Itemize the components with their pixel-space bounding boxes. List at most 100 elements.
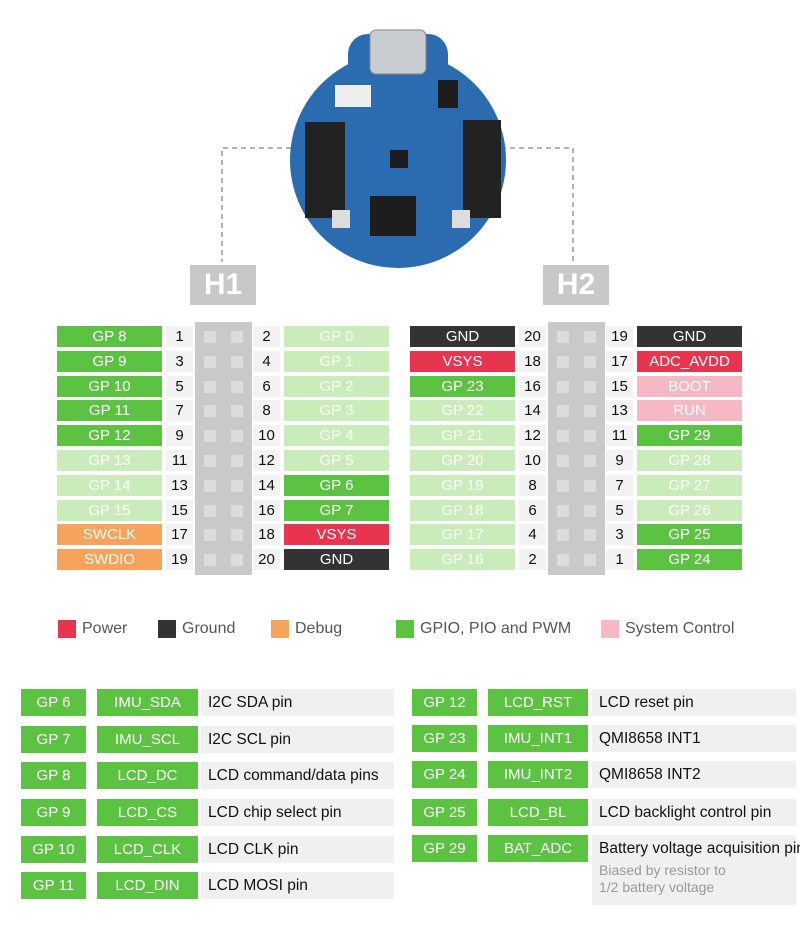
- pin-socket: [584, 504, 596, 517]
- pin-label: GP 1: [284, 350, 389, 372]
- pin-label: GND: [410, 326, 515, 347]
- gpio-tag: GP 9: [21, 799, 86, 826]
- pin-socket: [204, 529, 216, 542]
- pin-number: 6: [519, 499, 546, 521]
- connector-lines: [221, 147, 574, 262]
- pin-number: 5: [166, 375, 193, 397]
- pin-label: GND: [284, 549, 389, 571]
- function-tag: LCD_CLK: [97, 836, 198, 863]
- pin-number: 1: [606, 549, 633, 571]
- pin-number: 15: [606, 375, 633, 397]
- pin-label: SWCLK: [57, 524, 162, 546]
- pin-label: GP 3: [284, 400, 389, 422]
- component: [390, 150, 408, 168]
- pin-socket: [584, 331, 596, 343]
- run-button: [452, 210, 470, 228]
- pin-socket: [231, 455, 243, 467]
- pin-label: VSYS: [284, 524, 389, 546]
- pin-socket: [204, 380, 216, 393]
- pin-socket: [584, 430, 596, 443]
- pin-number: 7: [166, 400, 193, 422]
- description: LCD backlight control pin: [592, 799, 796, 826]
- pin-number: 20: [253, 549, 280, 571]
- pin-socket: [584, 380, 596, 393]
- gpio-tag: GP 7: [21, 726, 86, 753]
- pin-socket: [231, 331, 243, 343]
- header-h2: [463, 120, 501, 218]
- boot-button: [332, 210, 350, 228]
- legend-label: System Control: [625, 620, 735, 637]
- legend-swatch: [396, 620, 414, 638]
- pin-number: 16: [253, 499, 280, 521]
- pin-socket: [204, 331, 216, 343]
- component: [438, 80, 458, 108]
- pin-label: GP 5: [284, 450, 389, 471]
- pin-number: 4: [253, 350, 280, 372]
- legend-label: Power: [82, 620, 128, 637]
- pin-number: 6: [253, 375, 280, 397]
- usb-connector: [369, 29, 427, 75]
- description-text: LCD CLK pin: [208, 840, 299, 858]
- pin-number: 18: [519, 350, 546, 372]
- description-text: QMI8658 INT2: [599, 765, 701, 783]
- description: LCD MOSI pin: [201, 872, 394, 899]
- pin-label: GP 28: [637, 450, 742, 471]
- pin-socket: [584, 554, 596, 567]
- pin-number: 13: [606, 400, 633, 422]
- pin-number: 2: [519, 549, 546, 571]
- legend-swatch: [271, 620, 289, 638]
- function-tag: BAT_ADC: [488, 835, 588, 862]
- pin-socket: [204, 430, 216, 443]
- pin-number: 2: [253, 326, 280, 347]
- pin-number: 8: [519, 474, 546, 496]
- pin-label: GP 8: [57, 326, 162, 347]
- legend-label: Debug: [295, 620, 343, 637]
- legend-label: Ground: [182, 620, 236, 637]
- pin-socket: [231, 430, 243, 443]
- pin-label: GP 10: [57, 375, 162, 397]
- pin-socket: [584, 355, 596, 368]
- header-h1: [305, 122, 345, 218]
- pin-number: 10: [253, 425, 280, 447]
- description-text: LCD command/data pins: [208, 766, 379, 784]
- pin-number: 11: [166, 450, 193, 471]
- pin-label: GP 12: [57, 425, 162, 447]
- pin-socket: [557, 380, 569, 393]
- pin-socket: [231, 380, 243, 393]
- pin-number: 10: [519, 450, 546, 471]
- pin-number: 14: [253, 474, 280, 496]
- description-text: I2C SCL pin: [208, 730, 291, 748]
- function-tag: LCD_RST: [488, 689, 588, 716]
- function-tag: IMU_SCL: [97, 726, 198, 753]
- pin-number: 9: [166, 425, 193, 447]
- pin-label: GP 18: [410, 499, 515, 521]
- pin-socket: [231, 504, 243, 517]
- legend-swatch: [58, 620, 76, 638]
- function-tag: LCD_DC: [97, 762, 198, 789]
- pin-socket: [231, 479, 243, 492]
- gpio-tag: GP 10: [21, 836, 86, 863]
- description: Battery voltage acquisition pin Biased by…: [592, 835, 800, 905]
- description: I2C SDA pin: [201, 689, 394, 716]
- pin-socket: [584, 479, 596, 492]
- pin-label: GP 7: [284, 499, 389, 521]
- pin-label: GP 25: [637, 524, 742, 546]
- function-tag: IMU_SDA: [97, 689, 198, 716]
- gpio-tag: GP 11: [21, 872, 86, 899]
- description-text: I2C SDA pin: [208, 693, 293, 711]
- function-tag: LCD_CS: [97, 799, 198, 826]
- gpio-tag: GP 12: [412, 689, 477, 716]
- gpio-tag: GP 8: [21, 762, 86, 789]
- function-tag: LCD_DIN: [97, 872, 198, 899]
- pin-number: 17: [166, 524, 193, 546]
- gpio-tag: GP 25: [412, 799, 477, 826]
- pin-label: BOOT: [637, 375, 742, 397]
- pin-socket: [584, 455, 596, 467]
- pin-number: 18: [253, 524, 280, 546]
- pin-socket: [231, 405, 243, 418]
- pin-socket: [557, 504, 569, 517]
- pin-label: GP 23: [410, 375, 515, 397]
- pin-label: GP 27: [637, 474, 742, 496]
- pin-label: GP 14: [57, 474, 162, 496]
